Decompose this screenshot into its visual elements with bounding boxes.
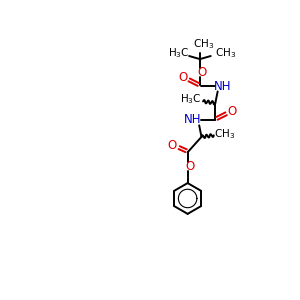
Text: O: O: [198, 66, 207, 79]
Text: CH$_3$: CH$_3$: [214, 128, 235, 142]
Text: CH$_3$: CH$_3$: [215, 46, 236, 60]
Text: O: O: [178, 71, 188, 84]
Text: H$_3$C: H$_3$C: [168, 46, 189, 60]
Text: NH: NH: [184, 113, 201, 126]
Text: NH: NH: [214, 80, 232, 92]
Text: O: O: [168, 139, 177, 152]
Text: O: O: [227, 105, 236, 118]
Text: CH$_3$: CH$_3$: [193, 37, 214, 51]
Text: O: O: [185, 160, 195, 172]
Text: H$_3$C: H$_3$C: [180, 92, 202, 106]
